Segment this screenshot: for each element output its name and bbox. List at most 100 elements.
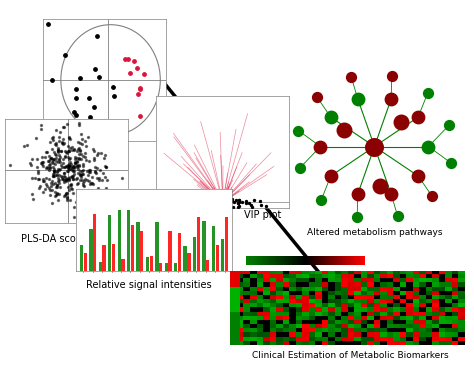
Point [72,86,80,92]
Point [88,174,96,180]
Point [90,147,97,152]
Point [74,166,82,172]
Point [66,155,73,161]
Point [46,187,54,193]
Point [79,180,87,186]
Point [35,176,43,182]
Point [28,191,36,197]
Point [195,197,203,203]
Point [84,172,91,178]
Point [62,163,70,169]
Point [118,175,126,181]
Point [76,171,84,177]
Point [219,204,227,210]
Point [353,214,361,220]
Point [137,112,144,118]
Point [394,213,401,219]
Point [73,181,81,187]
Point [87,167,94,173]
Point [137,86,144,92]
Point [55,191,63,197]
Point [102,164,110,170]
Point [44,158,52,164]
Point [65,177,73,183]
Point [88,195,96,201]
Point [53,181,61,187]
Point [387,96,395,102]
Point [60,156,67,162]
Point [97,167,104,173]
Point [65,148,73,154]
Point [64,164,71,170]
Point [65,134,73,140]
Point [77,131,85,137]
Point [64,184,72,190]
Point [55,166,62,172]
Point [51,149,58,155]
Point [53,190,61,196]
Point [75,162,82,168]
Point [33,156,40,162]
Point [53,127,60,133]
Point [187,197,194,203]
Point [74,170,82,176]
Point [341,127,348,133]
Point [257,202,264,208]
Point [95,74,103,80]
Text: Clinical Estimation of Metabolic Biomarkers: Clinical Estimation of Metabolic Biomark… [253,351,449,359]
Point [57,148,65,154]
Point [54,147,62,153]
Point [75,187,82,193]
Point [46,161,54,167]
Point [65,166,73,172]
Point [354,96,362,102]
Point [93,165,100,171]
Point [64,168,72,174]
Point [73,164,81,170]
Point [64,190,71,196]
Point [221,197,228,203]
Point [43,149,50,155]
Point [101,163,109,169]
Point [52,158,60,164]
Point [76,148,83,154]
Point [95,177,103,183]
Point [71,168,78,174]
Point [51,161,59,167]
Point [72,95,80,101]
Point [201,198,209,204]
Point [60,177,68,183]
Point [85,134,92,140]
Point [72,176,80,182]
Point [69,164,76,170]
Point [64,162,72,168]
Point [234,200,242,206]
Point [71,155,79,161]
Point [447,160,455,165]
Point [55,180,63,186]
Point [29,197,37,203]
Bar [102,245,106,271]
Point [77,172,85,178]
Bar [83,253,87,271]
Point [42,165,49,171]
Point [64,164,72,170]
Point [64,175,72,181]
Point [79,194,87,200]
Point [79,168,86,174]
Point [67,159,74,165]
Point [78,141,85,147]
Point [49,156,57,162]
Point [70,165,77,171]
Bar [118,210,121,271]
Point [59,160,67,166]
Point [39,163,46,169]
Point [55,172,63,178]
Point [77,177,84,183]
Point [70,171,78,177]
Point [64,148,72,154]
Bar [187,253,191,271]
Point [54,178,61,184]
Point [398,118,405,124]
Point [78,136,86,142]
